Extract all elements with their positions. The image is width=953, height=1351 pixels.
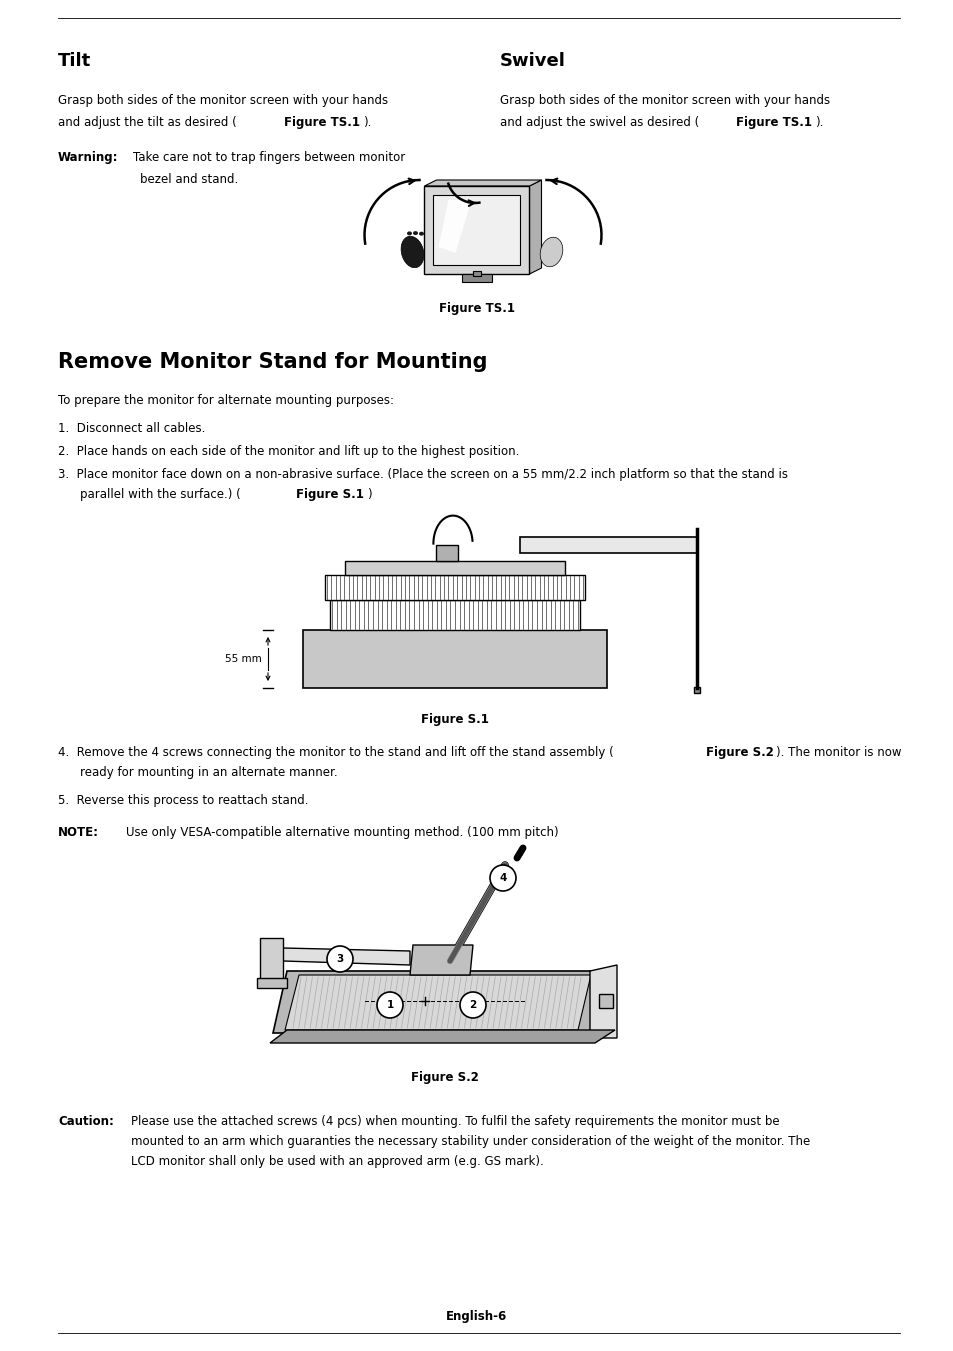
Text: and adjust the swivel as desired (: and adjust the swivel as desired ( (499, 116, 699, 128)
Bar (433, 195, 520, 265)
Text: and adjust the tilt as desired (: and adjust the tilt as desired ( (58, 116, 236, 128)
Bar (424, 186, 529, 274)
Polygon shape (410, 944, 473, 975)
Text: 1.  Disconnect all cables.: 1. Disconnect all cables. (58, 422, 205, 435)
Bar (519, 536, 697, 553)
Polygon shape (283, 948, 410, 965)
Text: Figure TS.1: Figure TS.1 (438, 303, 515, 315)
Text: 3: 3 (336, 954, 343, 965)
Text: Grasp both sides of the monitor screen with your hands: Grasp both sides of the monitor screen w… (499, 95, 829, 107)
Bar (325, 576, 584, 600)
Ellipse shape (400, 236, 423, 267)
Text: Use only VESA-compatible alternative mounting method. (100 mm pitch): Use only VESA-compatible alternative mou… (111, 825, 558, 839)
Text: Please use the attached screws (4 pcs) when mounting. To fulfil the safety requi: Please use the attached screws (4 pcs) w… (131, 1115, 779, 1128)
Text: 5.  Reverse this process to reattach stand.: 5. Reverse this process to reattach stan… (58, 794, 308, 807)
Text: parallel with the surface.) (: parallel with the surface.) ( (80, 488, 240, 501)
Polygon shape (260, 938, 283, 981)
Bar (693, 688, 700, 693)
Polygon shape (529, 180, 541, 274)
Ellipse shape (539, 238, 562, 266)
Polygon shape (589, 965, 617, 1038)
Text: Figure S.1: Figure S.1 (295, 488, 363, 501)
Text: Caution:: Caution: (58, 1115, 113, 1128)
Text: Swivel: Swivel (499, 51, 565, 70)
Text: Figure TS.1: Figure TS.1 (735, 116, 811, 128)
Ellipse shape (418, 232, 423, 235)
Bar (303, 630, 606, 688)
Text: Tilt: Tilt (58, 51, 91, 70)
Text: 3.  Place monitor face down on a non-abrasive surface. (Place the screen on a 55: 3. Place monitor face down on a non-abra… (58, 467, 787, 481)
Text: Warning:: Warning: (58, 151, 118, 163)
Bar (345, 561, 564, 576)
Bar (598, 994, 613, 1008)
Circle shape (327, 946, 353, 971)
Text: Figure S.2: Figure S.2 (411, 1071, 478, 1084)
Text: 1: 1 (386, 1000, 394, 1011)
Text: ). The monitor is now: ). The monitor is now (775, 746, 901, 759)
Text: ): ) (367, 488, 372, 501)
Text: 2.  Place hands on each side of the monitor and lift up to the highest position.: 2. Place hands on each side of the monit… (58, 444, 518, 458)
Text: mounted to an arm which guaranties the necessary stability under consideration o: mounted to an arm which guaranties the n… (131, 1135, 809, 1148)
Text: Figure TS.1: Figure TS.1 (284, 116, 359, 128)
Circle shape (459, 992, 485, 1019)
Text: ).: ). (814, 116, 822, 128)
Text: ready for mounting in an alternate manner.: ready for mounting in an alternate manne… (80, 766, 337, 780)
Text: Figure S.2: Figure S.2 (705, 746, 773, 759)
Text: 4.  Remove the 4 screws connecting the monitor to the stand and lift off the sta: 4. Remove the 4 screws connecting the mo… (58, 746, 613, 759)
Polygon shape (424, 180, 541, 186)
Bar (330, 600, 579, 630)
Polygon shape (285, 975, 590, 1029)
Polygon shape (273, 971, 602, 1034)
Ellipse shape (407, 231, 412, 235)
Bar (461, 274, 492, 282)
Polygon shape (270, 1029, 615, 1043)
Bar (473, 272, 480, 276)
Text: NOTE:: NOTE: (58, 825, 99, 839)
Circle shape (376, 992, 402, 1019)
Text: Take care not to trap fingers between monitor: Take care not to trap fingers between mo… (132, 151, 405, 163)
Text: To prepare the monitor for alternate mounting purposes:: To prepare the monitor for alternate mou… (58, 394, 394, 407)
Text: 55 mm: 55 mm (225, 654, 262, 663)
Text: 2: 2 (469, 1000, 476, 1011)
Bar (436, 544, 457, 561)
Text: bezel and stand.: bezel and stand. (140, 173, 238, 186)
Text: 4: 4 (498, 873, 506, 884)
Text: Grasp both sides of the monitor screen with your hands: Grasp both sides of the monitor screen w… (58, 95, 388, 107)
Text: LCD monitor shall only be used with an approved arm (e.g. GS mark).: LCD monitor shall only be used with an a… (131, 1155, 543, 1169)
Ellipse shape (413, 231, 417, 235)
Text: ).: ). (363, 116, 371, 128)
Bar (256, 978, 287, 988)
Text: Figure S.1: Figure S.1 (420, 713, 489, 725)
Text: English-6: English-6 (446, 1310, 507, 1323)
Polygon shape (438, 200, 471, 253)
Circle shape (490, 865, 516, 892)
Text: Remove Monitor Stand for Mounting: Remove Monitor Stand for Mounting (58, 353, 487, 372)
